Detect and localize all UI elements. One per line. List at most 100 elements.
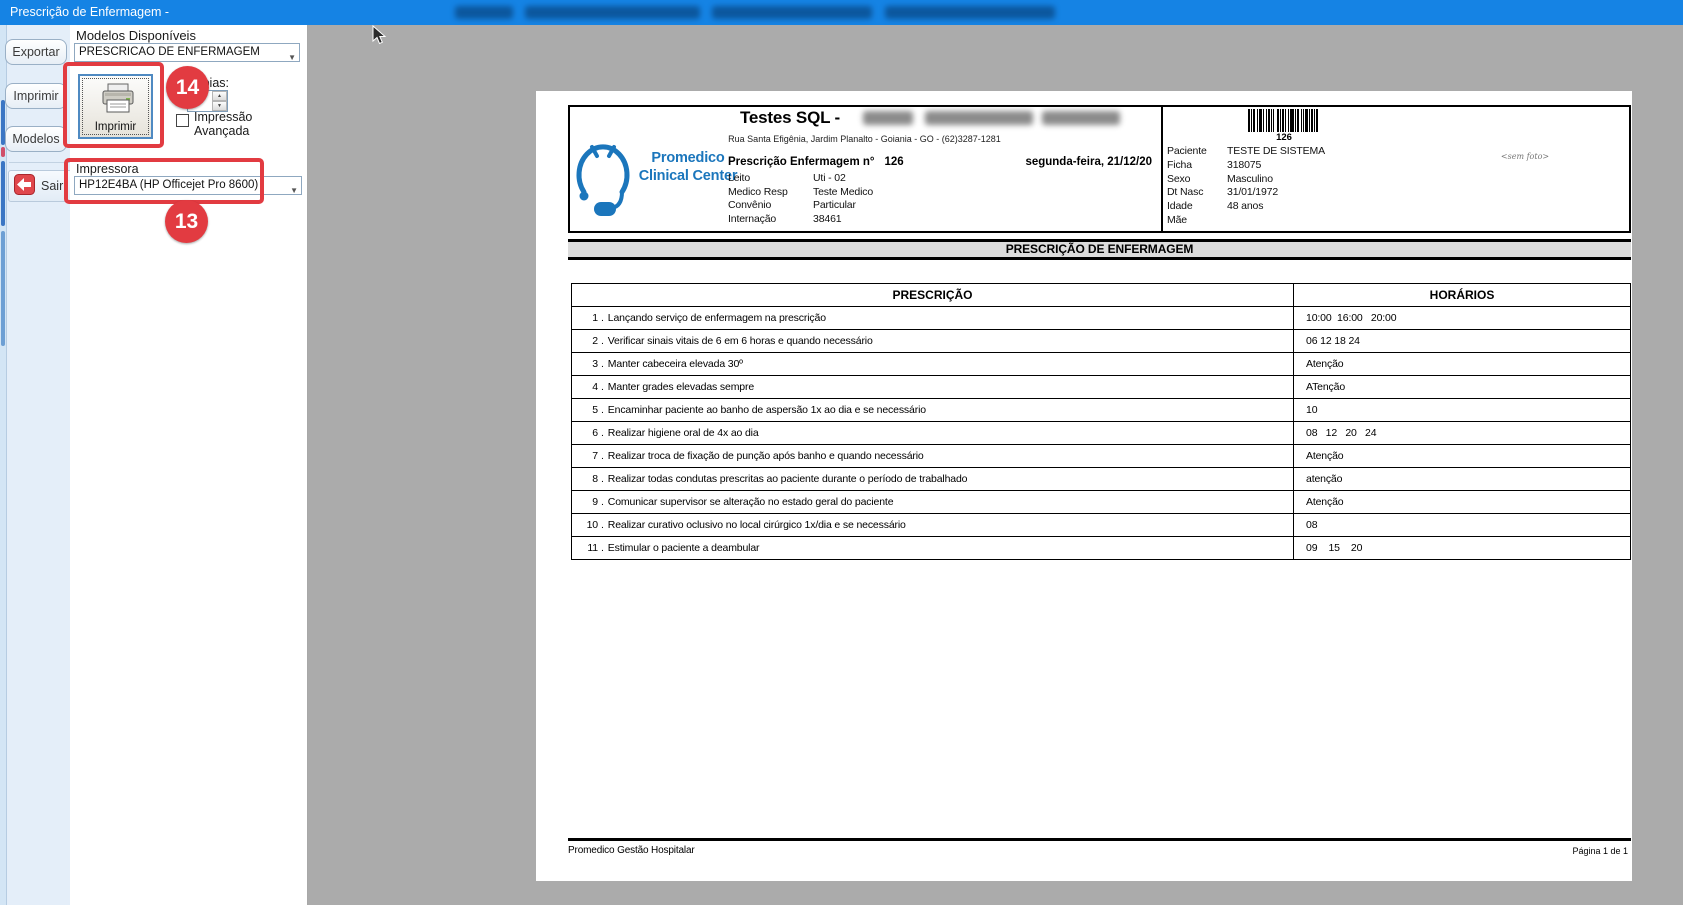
impressora-combobox-value: HP12E4BA (HP Officejet Pro 8600) [79, 179, 259, 191]
row-number: 3 [592, 358, 598, 370]
table-row: 11. Estimular o paciente a deambular 09 1… [572, 536, 1630, 559]
redacted-title-text [525, 6, 700, 19]
row-number: 9 [592, 496, 598, 508]
stethoscope-logo-icon [576, 144, 630, 216]
info-value: Teste Medico [813, 185, 874, 198]
row-dot: . [601, 381, 604, 393]
chevron-down-icon[interactable]: ▼ [288, 53, 296, 62]
patient-info-row: Sexo Masculino [1167, 173, 1325, 187]
table-body: 1. Lançando serviço de enfermagem na pres… [572, 306, 1630, 559]
printer-icon [102, 83, 134, 113]
spinner-buttons: ▲ ▼ [212, 91, 227, 111]
info-label: Leito [728, 172, 751, 184]
patient-label: Paciente [1167, 145, 1207, 157]
dock-edge-marks [1, 100, 5, 145]
table-row: 3. Manter cabeceira elevada 30º Atenção [572, 352, 1630, 375]
table-row: 7. Realizar troca de fixação de punção ap… [572, 444, 1630, 467]
patient-label: Dt Nasc [1167, 186, 1204, 199]
sair-button[interactable]: Sair [8, 170, 72, 202]
prescription-text: Lançando serviço de enfermagem na prescr… [607, 312, 826, 324]
impressora-combobox[interactable]: HP12E4BA (HP Officejet Pro 8600) ▼ [74, 176, 302, 195]
redacted-title-text [885, 6, 1055, 19]
chevron-down-icon[interactable]: ▼ [290, 186, 298, 195]
modelos-combobox[interactable]: PRESCRICAO DE ENFERMAGEM ▼ [74, 43, 300, 62]
column-header-prescricao: PRESCRIÇÃO [892, 288, 973, 302]
info-value: Uti - 02 [813, 172, 846, 184]
imprimir-button[interactable]: Imprimir [78, 74, 153, 139]
patient-value: Masculino [1227, 172, 1273, 185]
patient-value: 31/01/1972 [1227, 186, 1279, 199]
admission-info: Leito Uti - 02 Medico Resp Teste Medico Co… [728, 172, 873, 226]
document-header-box [568, 105, 1631, 233]
prescription-text: Comunicar supervisor se alteração no est… [607, 496, 894, 508]
footer-company: Promedico Gestão Hospitalar [568, 845, 695, 856]
redacted-doc-text [925, 111, 1033, 125]
info-label: Internação [728, 212, 777, 225]
spinner-up-button[interactable]: ▲ [212, 91, 227, 101]
patient-info-row: Idade 48 anos [1167, 200, 1325, 214]
patient-info: Paciente TESTE DE SISTEMA Ficha 318075 Sex… [1167, 145, 1325, 228]
dock-edge-marks [1, 231, 5, 346]
imprimir-button-label: Imprimir [94, 121, 137, 133]
column-header-horarios: HORÁRIOS [1293, 284, 1630, 306]
row-dot: . [601, 358, 604, 370]
tab-modelos-label: Modelos [12, 132, 60, 146]
admission-info-row: Medico Resp Teste Medico [728, 186, 873, 200]
prescription-text: Realizar todas condutas prescritas ao pa… [607, 473, 968, 485]
row-dot: . [601, 450, 604, 462]
logo-line1: Promedico [651, 150, 725, 166]
annotation-badge-14: 14 [166, 66, 209, 109]
patient-value: TESTE DE SISTEMA [1227, 145, 1325, 157]
spinner-down-button[interactable]: ▼ [212, 101, 227, 111]
horarios-cell: 06 12 18 24 [1293, 330, 1630, 352]
patient-info-row: Ficha 318075 [1167, 159, 1325, 173]
horarios-cell: Atenção [1293, 353, 1630, 375]
prescription-text: Estimular o paciente a deambular [607, 542, 760, 554]
dock-edge-marks [1, 161, 5, 226]
impressao-avancada-label-line2: Avançada [194, 124, 250, 138]
row-dot: . [601, 496, 604, 508]
horarios-cell: 08 12 20 24 [1293, 422, 1630, 444]
horarios-cell: ATenção [1293, 376, 1630, 398]
sidebar-divider [9, 162, 71, 163]
table-row: 2. Verificar sinais vitais de 6 em 6 hora… [572, 329, 1630, 352]
patient-label: Idade [1167, 200, 1193, 213]
window-title: Prescrição de Enfermagem - [10, 5, 170, 19]
mouse-cursor [372, 25, 387, 45]
tab-exportar-label: Exportar [12, 45, 60, 59]
impressao-avancada-checkbox[interactable] [176, 114, 189, 127]
redacted-title-text [455, 6, 513, 19]
title-bar: Prescrição de Enfermagem - [0, 0, 1683, 25]
admission-info-row: Convênio Particular [728, 199, 873, 213]
tab-modelos[interactable]: Modelos [5, 126, 67, 152]
logo-line2: Clinical Center [638, 168, 738, 184]
horarios-cell: atenção [1293, 468, 1630, 490]
table-row: 4. Manter grades elevadas sempre ATenção [572, 375, 1630, 398]
redacted-title-text [712, 6, 872, 19]
prescription-cell: 7. Realizar troca de fixação de punção ap… [572, 445, 1293, 467]
table-row: 6. Realizar higiene oral de 4x ao dia 08 … [572, 421, 1630, 444]
prescription-cell: 2. Verificar sinais vitais de 6 em 6 hora… [572, 330, 1293, 352]
clinic-address: Rua Santa Efigênia, Jardim Planalto - Go… [728, 134, 1001, 144]
prescription-text: Manter cabeceira elevada 30º [607, 358, 743, 370]
tab-exportar[interactable]: Exportar [5, 39, 67, 65]
patient-value: 48 anos [1227, 200, 1264, 213]
prescription-cell: 8. Realizar todas condutas prescritas ao … [572, 468, 1293, 490]
prescription-text: Realizar higiene oral de 4x ao dia [607, 427, 759, 439]
annotation-badge-13: 13 [165, 200, 208, 243]
info-value: 38461 [813, 212, 842, 225]
footer-page-number: Página 1 de 1 [1572, 846, 1628, 856]
prescription-cell: 9. Comunicar supervisor se alteração no e… [572, 491, 1293, 513]
redacted-doc-text [863, 111, 913, 125]
admission-info-row: Leito Uti - 02 [728, 172, 873, 186]
patient-barcode [1248, 109, 1320, 132]
dock-edge-marks [1, 147, 5, 157]
impressao-avancada-label-line1: Impressão [194, 110, 253, 124]
row-number: 8 [592, 473, 598, 485]
prescription-cell: 10. Realizar curativo oclusivo no local c… [572, 514, 1293, 536]
row-number: 7 [592, 450, 598, 462]
tab-imprimir[interactable]: Imprimir [5, 83, 67, 109]
table-row: 5. Encaminhar paciente ao banho de aspers… [572, 398, 1630, 421]
row-dot: . [601, 404, 604, 416]
